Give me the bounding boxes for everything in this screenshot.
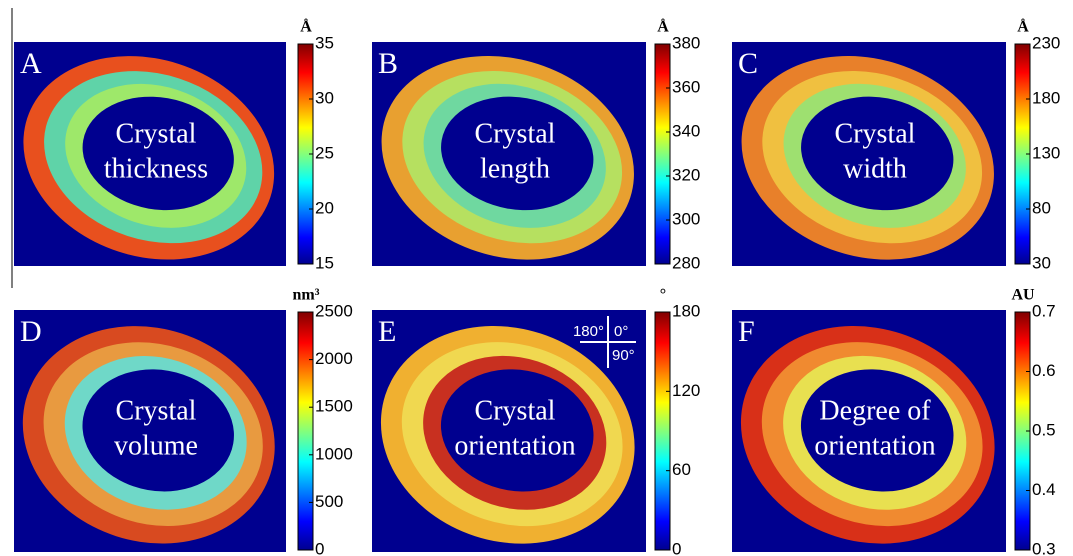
- panel-title: length: [480, 153, 550, 184]
- colorbar-tick-label: 20: [315, 198, 334, 217]
- colorbar-tick-label: 80: [1032, 198, 1051, 217]
- colorbar-unit: AU: [1011, 287, 1035, 304]
- panel-title: Crystal: [475, 395, 556, 426]
- colorbar-tick-label: 130: [1032, 143, 1060, 162]
- colorbar-unit: Å: [300, 18, 312, 36]
- colorbar-tick-label: 15: [315, 253, 334, 272]
- cavity: [440, 369, 594, 492]
- colorbar-tick-label: 60: [672, 460, 691, 479]
- compass-label: 180°: [573, 323, 604, 340]
- colorbar-unit: nm³: [292, 287, 319, 304]
- panel-title: Crystal: [475, 118, 556, 149]
- colorbar-tick-label: 0.3: [1032, 539, 1056, 556]
- panel-title: Crystal: [835, 118, 916, 149]
- colorbar-tick-label: 500: [315, 492, 343, 511]
- colorbar-tick-label: 35: [315, 33, 334, 52]
- colorbar-tick-label: 30: [315, 88, 334, 107]
- colorbar-tick-label: 300: [672, 209, 700, 228]
- cavity: [801, 96, 954, 211]
- colorbar-tick-label: 380: [672, 33, 700, 52]
- panel-title: Crystal: [116, 395, 197, 426]
- compass-label: 0°: [614, 323, 628, 340]
- panel-letter: C: [738, 47, 758, 80]
- colorbar: [297, 311, 314, 551]
- colorbar-tick-label: 2500: [315, 301, 353, 320]
- colorbar-tick-label: 0.7: [1032, 301, 1056, 320]
- colorbar-tick-label: 2000: [315, 349, 353, 368]
- colorbar-tick-label: 0.5: [1032, 420, 1056, 439]
- panel-letter: F: [738, 315, 755, 348]
- panel-title: width: [843, 153, 907, 184]
- colorbar-tick-label: 120: [672, 381, 700, 400]
- colorbar-unit: Å: [657, 18, 669, 36]
- colorbar-tick-label: 230: [1032, 33, 1060, 52]
- colorbar-tick-label: 360: [672, 77, 700, 96]
- panel-title: Degree of: [819, 395, 931, 426]
- panel-title: thickness: [104, 153, 208, 184]
- colorbar-tick-label: 1000: [315, 444, 353, 463]
- colorbar-tick-label: 180: [1032, 88, 1060, 107]
- cavity: [441, 96, 594, 211]
- panel-title: volume: [114, 430, 198, 461]
- colorbar-tick-label: 320: [672, 165, 700, 184]
- cavity: [82, 96, 234, 211]
- colorbar: [654, 43, 671, 265]
- colorbar-unit: Å: [1017, 18, 1029, 36]
- colorbar-unit: °: [660, 287, 666, 304]
- colorbar-tick-label: 280: [672, 253, 700, 272]
- colorbar-tick-label: 0.4: [1032, 480, 1056, 499]
- colorbar-tick-label: 340: [672, 121, 700, 140]
- panel-letter: A: [20, 47, 42, 80]
- colorbar-tick-label: 180: [672, 301, 700, 320]
- compass-label: 90°: [612, 347, 635, 364]
- colorbar-tick-label: 0.6: [1032, 361, 1056, 380]
- panel-title: orientation: [454, 430, 575, 461]
- colorbar-tick-label: 0: [672, 539, 681, 556]
- cavity: [800, 369, 954, 492]
- cavity: [82, 369, 234, 492]
- colorbar: [654, 311, 671, 551]
- panel-letter: E: [378, 315, 396, 348]
- colorbar-tick-label: 0: [315, 539, 324, 556]
- panel-title: orientation: [814, 430, 935, 461]
- colorbar-tick-label: 1500: [315, 397, 353, 416]
- panel-letter: B: [378, 47, 398, 80]
- panel-letter: D: [20, 315, 42, 348]
- colorbar-tick-label: 25: [315, 143, 334, 162]
- panel-title: Crystal: [116, 118, 197, 149]
- colorbar-tick-label: 30: [1032, 253, 1051, 272]
